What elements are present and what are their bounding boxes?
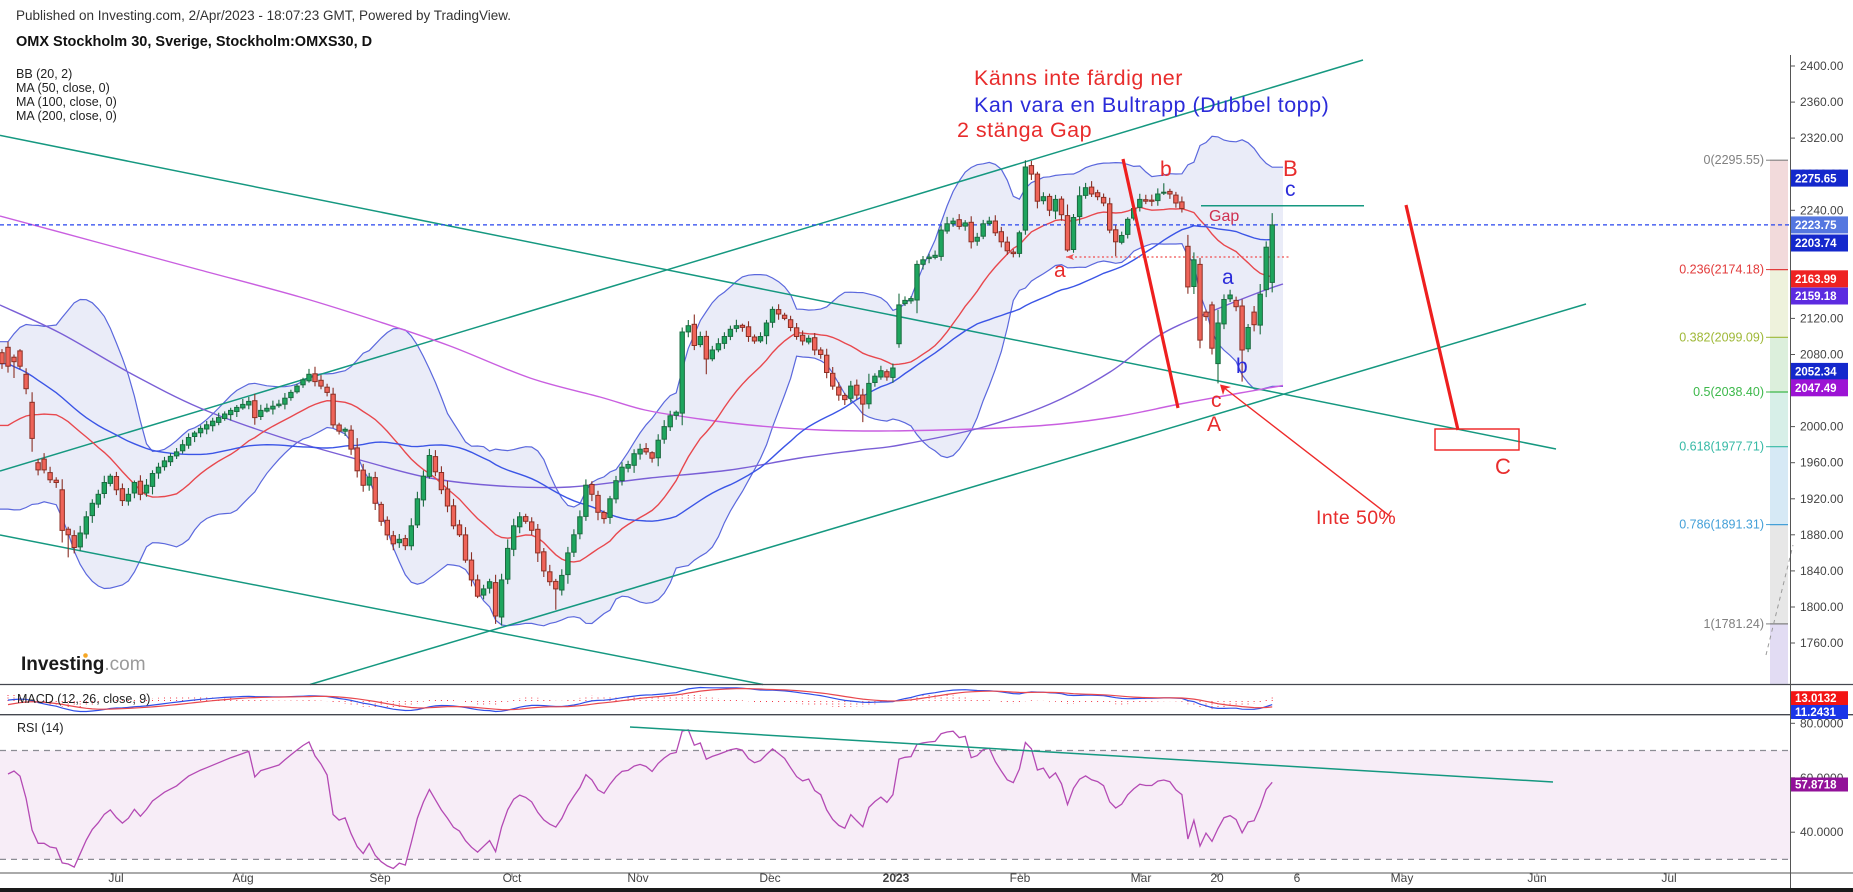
svg-text:Oct: Oct <box>503 871 522 885</box>
svg-text:2360.00: 2360.00 <box>1800 95 1844 109</box>
svg-text:b: b <box>1236 355 1248 378</box>
svg-text:C: C <box>1495 454 1511 479</box>
svg-text:2163.99: 2163.99 <box>1795 274 1837 286</box>
svg-text:Mar: Mar <box>1131 871 1152 885</box>
svg-text:MACD (12, 26, close, 9): MACD (12, 26, close, 9) <box>17 692 150 706</box>
svg-text:2240.00: 2240.00 <box>1800 203 1844 217</box>
svg-text:2000.00: 2000.00 <box>1800 420 1844 434</box>
svg-text:Aug: Aug <box>232 871 253 885</box>
svg-text:1800.00: 1800.00 <box>1800 600 1844 614</box>
svg-text:2120.00: 2120.00 <box>1800 311 1844 325</box>
svg-text:RSI (14): RSI (14) <box>17 721 64 735</box>
svg-text:40.0000: 40.0000 <box>1800 825 1844 839</box>
svg-text:0.236(2174.18): 0.236(2174.18) <box>1679 263 1764 277</box>
svg-text:May: May <box>1391 871 1414 885</box>
svg-text:1(1781.24): 1(1781.24) <box>1704 617 1764 631</box>
svg-text:0(2295.55): 0(2295.55) <box>1704 153 1764 167</box>
svg-text:a: a <box>1222 266 1234 289</box>
svg-text:2159.18: 2159.18 <box>1795 291 1837 303</box>
svg-text:2320.00: 2320.00 <box>1800 131 1844 145</box>
svg-text:a: a <box>1054 259 1066 282</box>
svg-text:Gap: Gap <box>1209 208 1239 225</box>
svg-text:BB (20, 2): BB (20, 2) <box>16 67 72 81</box>
svg-text:0.5(2038.40): 0.5(2038.40) <box>1693 385 1764 399</box>
svg-text:MA (100, close, 0): MA (100, close, 0) <box>16 95 117 109</box>
svg-text:0.382(2099.09): 0.382(2099.09) <box>1679 330 1764 344</box>
svg-text:1840.00: 1840.00 <box>1800 564 1844 578</box>
svg-text:c: c <box>1211 389 1222 412</box>
svg-text:57.8718: 57.8718 <box>1795 780 1837 792</box>
svg-text:OMX Stockholm 30, Sverige, Sto: OMX Stockholm 30, Sverige, Stockholm:OMX… <box>16 34 372 50</box>
svg-text:Nov: Nov <box>627 871 648 885</box>
svg-text:Inte 50%: Inte 50% <box>1316 507 1396 529</box>
svg-text:Sep: Sep <box>369 871 391 885</box>
svg-text:Investing.com: Investing.com <box>21 654 146 675</box>
svg-text:B: B <box>1283 156 1298 181</box>
svg-text:Jul: Jul <box>108 871 123 885</box>
svg-text:1960.00: 1960.00 <box>1800 456 1844 470</box>
svg-text:MA (200, close, 0): MA (200, close, 0) <box>16 109 117 123</box>
svg-text:2203.74: 2203.74 <box>1795 238 1837 250</box>
svg-text:b: b <box>1160 158 1172 181</box>
svg-text:0.618(1977.71): 0.618(1977.71) <box>1679 440 1764 454</box>
svg-text:2047.49: 2047.49 <box>1795 383 1837 395</box>
svg-text:6: 6 <box>1294 871 1301 885</box>
svg-text:2 stänga Gap: 2 stänga Gap <box>957 118 1092 142</box>
svg-text:Jul: Jul <box>1661 871 1676 885</box>
svg-text:2223.75: 2223.75 <box>1795 220 1837 232</box>
svg-text:1880.00: 1880.00 <box>1800 528 1844 542</box>
svg-text:13.0132: 13.0132 <box>1795 693 1837 705</box>
svg-text:Kan vara en Bultrapp (Dubbel t: Kan vara en Bultrapp (Dubbel topp) <box>974 93 1329 117</box>
svg-text:2275.65: 2275.65 <box>1795 173 1837 185</box>
svg-text:Jun: Jun <box>1527 871 1546 885</box>
svg-text:c: c <box>1285 178 1296 201</box>
svg-text:Feb: Feb <box>1010 871 1031 885</box>
svg-text:2023: 2023 <box>883 871 910 885</box>
svg-text:A: A <box>1207 413 1221 436</box>
svg-text:MA (50, close, 0): MA (50, close, 0) <box>16 81 110 95</box>
svg-text:Känns inte färdig ner: Känns inte färdig ner <box>974 66 1183 90</box>
svg-text:2080.00: 2080.00 <box>1800 348 1844 362</box>
svg-text:80.0000: 80.0000 <box>1800 716 1844 730</box>
svg-text:2052.34: 2052.34 <box>1795 367 1837 379</box>
svg-text:1920.00: 1920.00 <box>1800 492 1844 506</box>
svg-text:2400.00: 2400.00 <box>1800 59 1844 73</box>
svg-text:0.786(1891.31): 0.786(1891.31) <box>1679 518 1764 532</box>
svg-text:1760.00: 1760.00 <box>1800 636 1844 650</box>
svg-text:20: 20 <box>1210 871 1224 885</box>
svg-text:Published on Investing.com, 2/: Published on Investing.com, 2/Apr/2023 -… <box>16 8 511 23</box>
svg-text:11.2431: 11.2431 <box>1795 707 1837 719</box>
svg-text:Dec: Dec <box>759 871 780 885</box>
